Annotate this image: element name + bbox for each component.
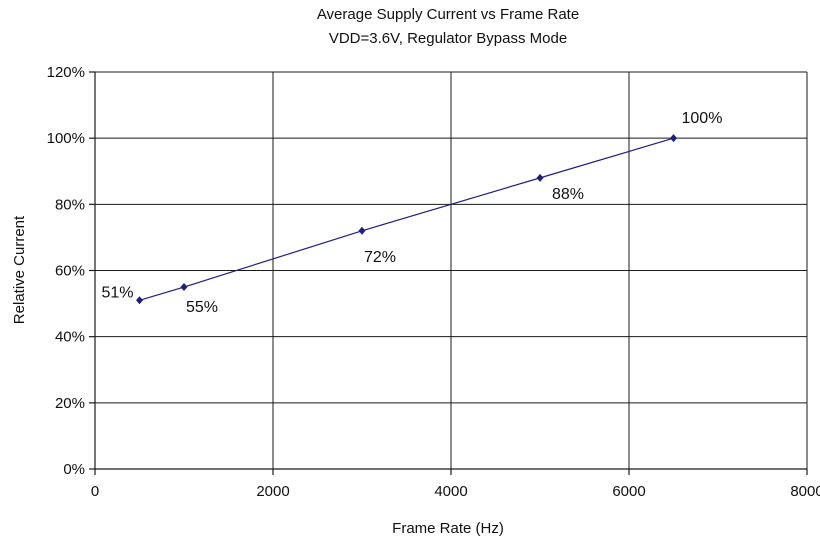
data-point (670, 134, 677, 143)
series (136, 134, 677, 305)
data-label: 100% (682, 110, 723, 127)
data-point (136, 296, 143, 305)
series-line (139, 137, 674, 301)
y-axis-label: Relative Current (11, 215, 28, 324)
y-tick-label: 0% (63, 461, 85, 478)
y-tick-label: 60% (55, 263, 85, 280)
data-label: 88% (552, 186, 584, 203)
data-point (180, 283, 188, 292)
y-tick-label: 40% (55, 329, 85, 346)
grid (95, 71, 808, 469)
data-point (536, 173, 544, 182)
x-tick-label: 6000 (612, 483, 645, 500)
y-tick-label: 80% (55, 196, 85, 213)
chart-subtitle: VDD=3.6V, Regulator Bypass Mode (328, 30, 568, 47)
x-tick-label: 0 (91, 483, 99, 500)
data-label: 51% (101, 284, 133, 301)
data-label: 55% (186, 299, 218, 316)
x-tick-label: 8000 (790, 483, 820, 500)
x-axis-label: Frame Rate (Hz) (392, 520, 504, 537)
x-tick-label: 4000 (434, 483, 467, 500)
y-tick-label: 120% (47, 64, 85, 81)
y-tick-label: 20% (55, 395, 85, 412)
x-tick-label: 2000 (256, 483, 289, 500)
tick-labels: 0% 20% 40% 60% 80% 100% 120% 0 2000 4000 6000 8000 (47, 64, 820, 500)
data-point (358, 226, 366, 235)
chart-title: Average Supply Current vs Frame Rate (316, 6, 580, 23)
y-tick-label: 100% (47, 130, 85, 147)
data-label: 72% (364, 249, 396, 266)
axes (89, 71, 808, 475)
data-labels: 51% 55% 72% 88% 100% (101, 110, 722, 316)
